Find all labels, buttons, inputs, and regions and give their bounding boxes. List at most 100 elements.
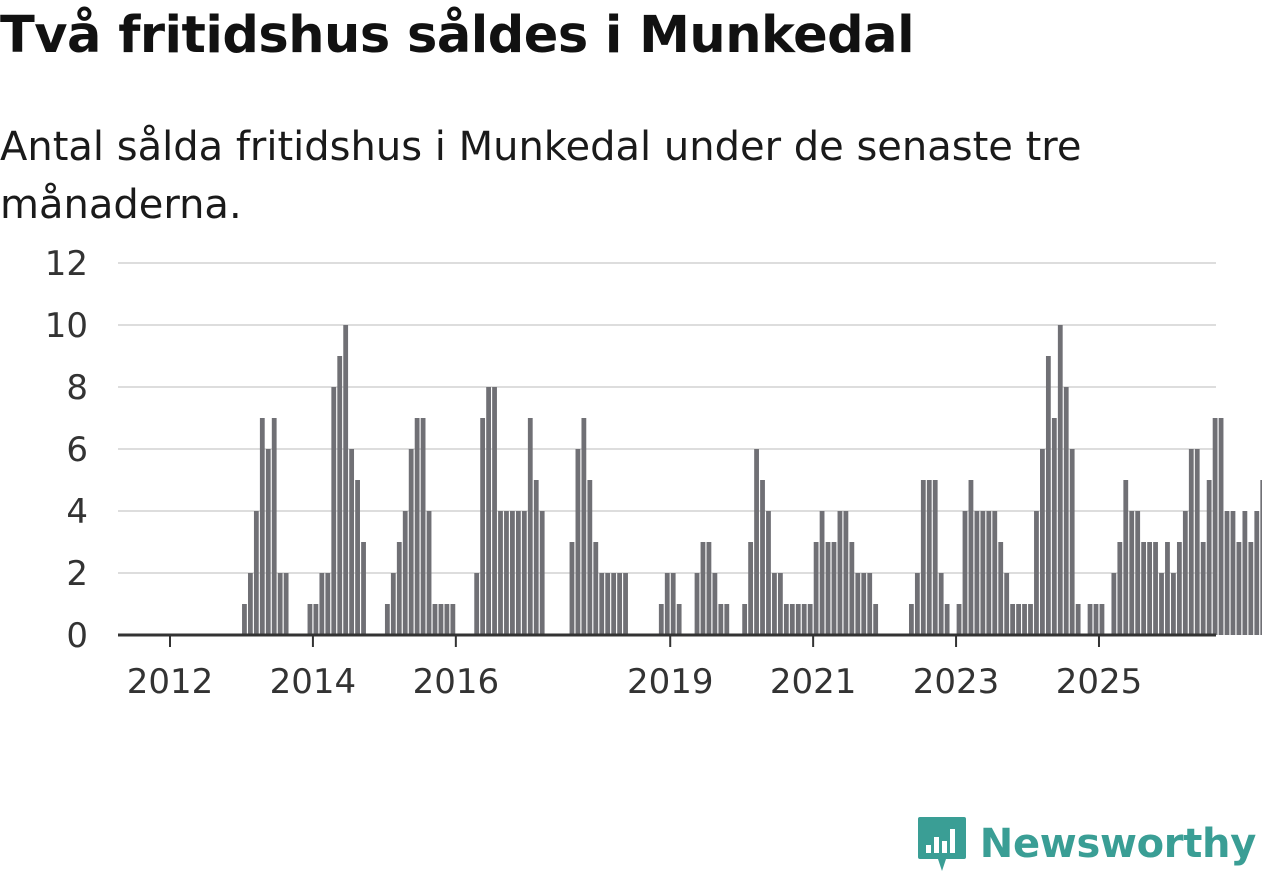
bar <box>486 387 491 635</box>
bar <box>861 573 867 635</box>
bar <box>676 604 682 635</box>
bar <box>956 604 962 635</box>
bar <box>384 604 390 635</box>
bar <box>789 604 795 635</box>
gridlines <box>118 262 1216 574</box>
bar <box>849 542 855 635</box>
bar <box>617 573 623 635</box>
bar <box>1218 418 1224 635</box>
bar <box>1188 449 1194 635</box>
bar <box>742 604 748 635</box>
bar <box>718 604 724 635</box>
x-tick-label: 2025 <box>1056 662 1143 702</box>
bar <box>271 418 277 635</box>
bar <box>587 480 593 635</box>
bar <box>1093 604 1099 635</box>
bar <box>777 573 783 635</box>
bar <box>914 573 920 635</box>
bar <box>1004 573 1010 635</box>
bar <box>1224 511 1230 635</box>
bar <box>1117 542 1123 635</box>
bar <box>825 542 831 635</box>
bar <box>492 387 497 635</box>
bar <box>664 573 670 635</box>
bar <box>1057 325 1063 635</box>
x-tick-label: 2023 <box>913 662 1000 702</box>
bar <box>1063 387 1069 635</box>
bar <box>623 573 628 635</box>
bar <box>706 542 712 635</box>
bar <box>319 573 325 635</box>
bar <box>944 604 950 635</box>
bar <box>843 511 849 635</box>
bar <box>801 604 807 635</box>
chart-subtitle: Antal sålda fritidshus i Munkedal under … <box>0 124 1082 228</box>
bar <box>569 542 575 635</box>
bar <box>754 449 759 635</box>
bar <box>414 418 420 635</box>
bar <box>1176 542 1182 635</box>
bar <box>1045 356 1051 635</box>
bar <box>1182 511 1188 635</box>
bar <box>855 573 861 635</box>
bar <box>1260 480 1262 635</box>
bar <box>992 511 998 635</box>
bar <box>712 573 718 635</box>
y-tick-label: 0 <box>66 616 88 656</box>
bar <box>670 573 676 635</box>
chart-title: Två fritidshus såldes i Munkedal <box>0 6 915 65</box>
bar <box>1206 480 1212 635</box>
bar <box>1200 542 1206 635</box>
x-tick-label: 2012 <box>127 662 214 702</box>
bar <box>1171 573 1176 635</box>
bar <box>515 511 521 635</box>
bar <box>1111 573 1117 635</box>
y-tick-label: 10 <box>45 306 88 346</box>
bar <box>748 542 754 635</box>
bar <box>450 604 456 635</box>
bar <box>420 418 426 635</box>
bar <box>831 542 837 635</box>
bar <box>480 418 486 635</box>
bar <box>986 511 992 635</box>
bar <box>426 511 432 635</box>
bar <box>593 542 599 635</box>
bar <box>1087 604 1093 635</box>
bar <box>1028 604 1033 635</box>
bar <box>259 418 265 635</box>
bar <box>247 573 253 635</box>
bar <box>867 573 873 635</box>
bar <box>575 449 581 635</box>
bar <box>611 573 617 635</box>
bar <box>819 511 825 635</box>
brand-name: Newsworthy <box>979 821 1257 867</box>
bar <box>980 511 986 635</box>
bar <box>283 573 289 635</box>
y-tick-label: 6 <box>66 430 88 470</box>
y-tick-label: 12 <box>45 244 88 284</box>
bar <box>1212 418 1218 635</box>
bar <box>998 542 1004 635</box>
bar <box>337 356 343 635</box>
bar <box>1230 511 1236 635</box>
bar <box>962 511 968 635</box>
bar <box>873 604 879 635</box>
bar <box>1129 511 1135 635</box>
bar <box>581 418 587 635</box>
bar <box>1022 604 1027 635</box>
bar <box>605 573 611 635</box>
bar <box>932 480 938 635</box>
bar <box>408 449 414 635</box>
bar <box>402 511 408 635</box>
y-tick-label: 8 <box>66 368 88 408</box>
x-tick-label: 2021 <box>770 662 857 702</box>
bar <box>265 449 271 635</box>
bar <box>658 604 664 635</box>
bar-chart: 02468101220122014201620192021202320252 <box>45 244 1262 702</box>
newsworthy-logo-icon <box>917 817 966 871</box>
bar <box>1135 511 1141 635</box>
bars <box>242 325 1262 635</box>
bar <box>1147 542 1152 635</box>
bar <box>926 480 932 635</box>
bar <box>1040 449 1045 635</box>
